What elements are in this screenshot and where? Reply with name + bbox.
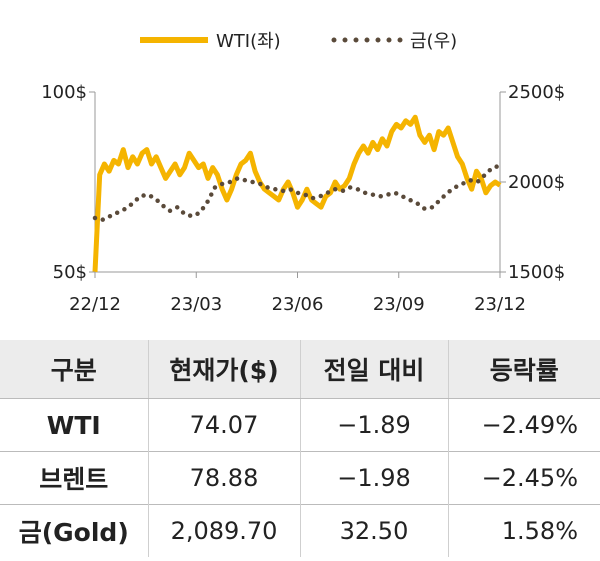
header-price: 현재가($) (147, 340, 300, 399)
price-table: 구분 현재가($) 전일 대비 등락률 WTI 74.07 −1.89 −2.4… (0, 340, 600, 557)
row-change: −1.89 (299, 398, 448, 452)
header-rate: 등락률 (447, 340, 600, 399)
header-change: 전일 대비 (299, 340, 448, 399)
y-right-tick-label: 1500$ (508, 262, 565, 283)
oil-gold-line-chart: WTI(좌) 금(우) 22/12 23/03 23/06 23/09 23/12 100… (41, 31, 565, 315)
table-row: 금(Gold) 2,089.70 32.50 1.58% (0, 504, 600, 557)
row-price: 74.07 (147, 398, 300, 452)
x-tick-label: 22/12 (69, 294, 121, 315)
axes (94, 92, 501, 273)
x-tick-label: 23/06 (272, 294, 324, 315)
table-row: WTI 74.07 −1.89 −2.49% (0, 398, 600, 452)
wti-series-line (92, 114, 502, 273)
x-tick-label: 23/03 (170, 294, 222, 315)
row-rate: −2.45% (447, 451, 600, 505)
x-tick-label: 23/09 (373, 294, 425, 315)
y-left-tick-label: 100$ (41, 82, 87, 103)
legend: WTI(좌) 금(우) (140, 31, 457, 52)
row-change: 32.50 (299, 504, 448, 557)
table-row: 브렌트 78.88 −1.98 −2.45% (0, 451, 600, 505)
y-left-tick-label: 50$ (53, 262, 87, 283)
row-price: 78.88 (147, 451, 300, 505)
row-rate: −2.49% (447, 398, 600, 452)
row-label: 금(Gold) (0, 504, 148, 557)
row-rate: 1.58% (447, 504, 600, 557)
row-change: −1.98 (299, 451, 448, 505)
tick-labels: 22/12 23/03 23/06 23/09 23/12 100$ 50$ 2500$ 200… (41, 82, 565, 315)
legend-gold-label: 금(우) (410, 31, 457, 52)
y-right-tick-label: 2000$ (508, 172, 565, 193)
gold-series-line (92, 163, 503, 223)
y-right-tick-label: 2500$ (508, 82, 565, 103)
row-label: WTI (0, 398, 148, 452)
x-tick-label: 23/12 (474, 294, 526, 315)
row-label: 브렌트 (0, 451, 148, 505)
header-category: 구분 (0, 340, 148, 399)
legend-wti-label: WTI(좌) (216, 31, 281, 52)
table-header-row: 구분 현재가($) 전일 대비 등락률 (0, 340, 600, 399)
plot-area (92, 114, 503, 273)
row-price: 2,089.70 (147, 504, 300, 557)
